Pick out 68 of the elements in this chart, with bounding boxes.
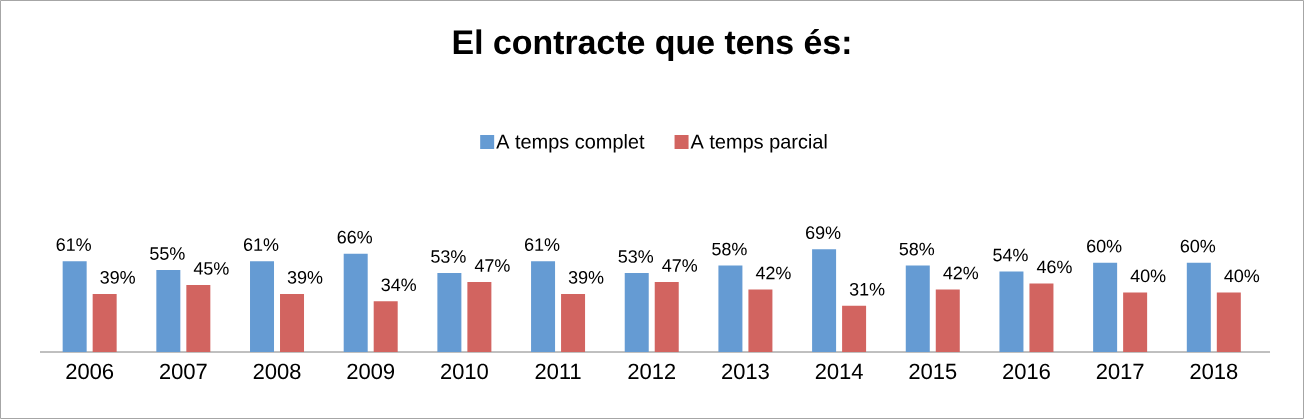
bar	[718, 265, 743, 352]
bar	[748, 289, 773, 352]
bar	[186, 284, 211, 352]
bar	[62, 261, 87, 352]
bar	[250, 261, 275, 352]
x-tick-label: 2017	[1096, 363, 1144, 380]
bar	[280, 293, 305, 352]
x-tick-label: 2015	[909, 363, 957, 380]
data-label: 34%	[381, 278, 417, 292]
bar	[1123, 292, 1148, 352]
data-label: 47%	[474, 259, 510, 272]
x-tick-label: 2009	[347, 363, 395, 380]
x-tick-label: 2010	[441, 363, 488, 380]
data-label: 60%	[1180, 239, 1216, 253]
data-label: 46%	[1036, 260, 1072, 274]
data-label: 47%	[662, 259, 698, 272]
x-tick-label: 2011	[535, 363, 581, 380]
bar	[1216, 292, 1241, 352]
data-label: 39%	[568, 271, 604, 284]
bar	[92, 293, 117, 352]
data-label: 58%	[899, 242, 935, 256]
bar	[1186, 262, 1211, 352]
x-tick-label: 2016	[1003, 363, 1050, 380]
data-label: 39%	[100, 271, 135, 284]
data-label: 53%	[431, 250, 466, 263]
x-tick-label: 2013	[722, 363, 769, 380]
bar	[156, 270, 181, 352]
bar	[935, 289, 960, 352]
x-tick-label: 2007	[160, 363, 207, 380]
data-label: 61%	[525, 238, 560, 251]
x-tick-label: 2014	[815, 363, 863, 380]
bar	[531, 261, 556, 352]
bar	[437, 273, 462, 352]
legend-label: A temps complet	[496, 134, 645, 153]
bar	[905, 265, 930, 352]
x-tick-label: 2006	[66, 363, 114, 380]
data-label: 45%	[193, 262, 229, 275]
data-label: 31%	[849, 282, 885, 296]
data-label: 53%	[618, 250, 654, 263]
bar	[842, 305, 867, 352]
bar	[343, 253, 368, 352]
bar	[1093, 262, 1118, 352]
bar	[467, 282, 492, 352]
data-label: 42%	[755, 266, 791, 280]
bar	[561, 293, 586, 352]
data-label: 61%	[56, 238, 91, 251]
x-tick-label: 2018	[1190, 363, 1238, 380]
bar	[999, 271, 1024, 352]
data-label: 58%	[712, 242, 747, 256]
bar	[654, 282, 679, 352]
data-label: 39%	[287, 271, 323, 284]
chart-title: El contracte que tens és:	[453, 29, 850, 61]
bar	[1029, 283, 1054, 352]
data-label: 61%	[243, 238, 279, 251]
data-label: 40%	[1224, 269, 1260, 283]
data-label: 60%	[1087, 239, 1122, 253]
bar	[624, 273, 649, 352]
data-label: 55%	[150, 247, 185, 260]
legend-label: A temps parcial	[690, 134, 827, 153]
x-tick-label: 2012	[628, 363, 676, 380]
data-label: 40%	[1130, 269, 1166, 283]
x-tick-label: 2008	[253, 363, 301, 380]
data-label: 69%	[806, 226, 841, 240]
data-label: 42%	[943, 266, 979, 280]
data-label: 66%	[337, 230, 373, 244]
bar	[373, 301, 398, 352]
bar	[812, 249, 837, 352]
data-label: 54%	[993, 248, 1028, 262]
